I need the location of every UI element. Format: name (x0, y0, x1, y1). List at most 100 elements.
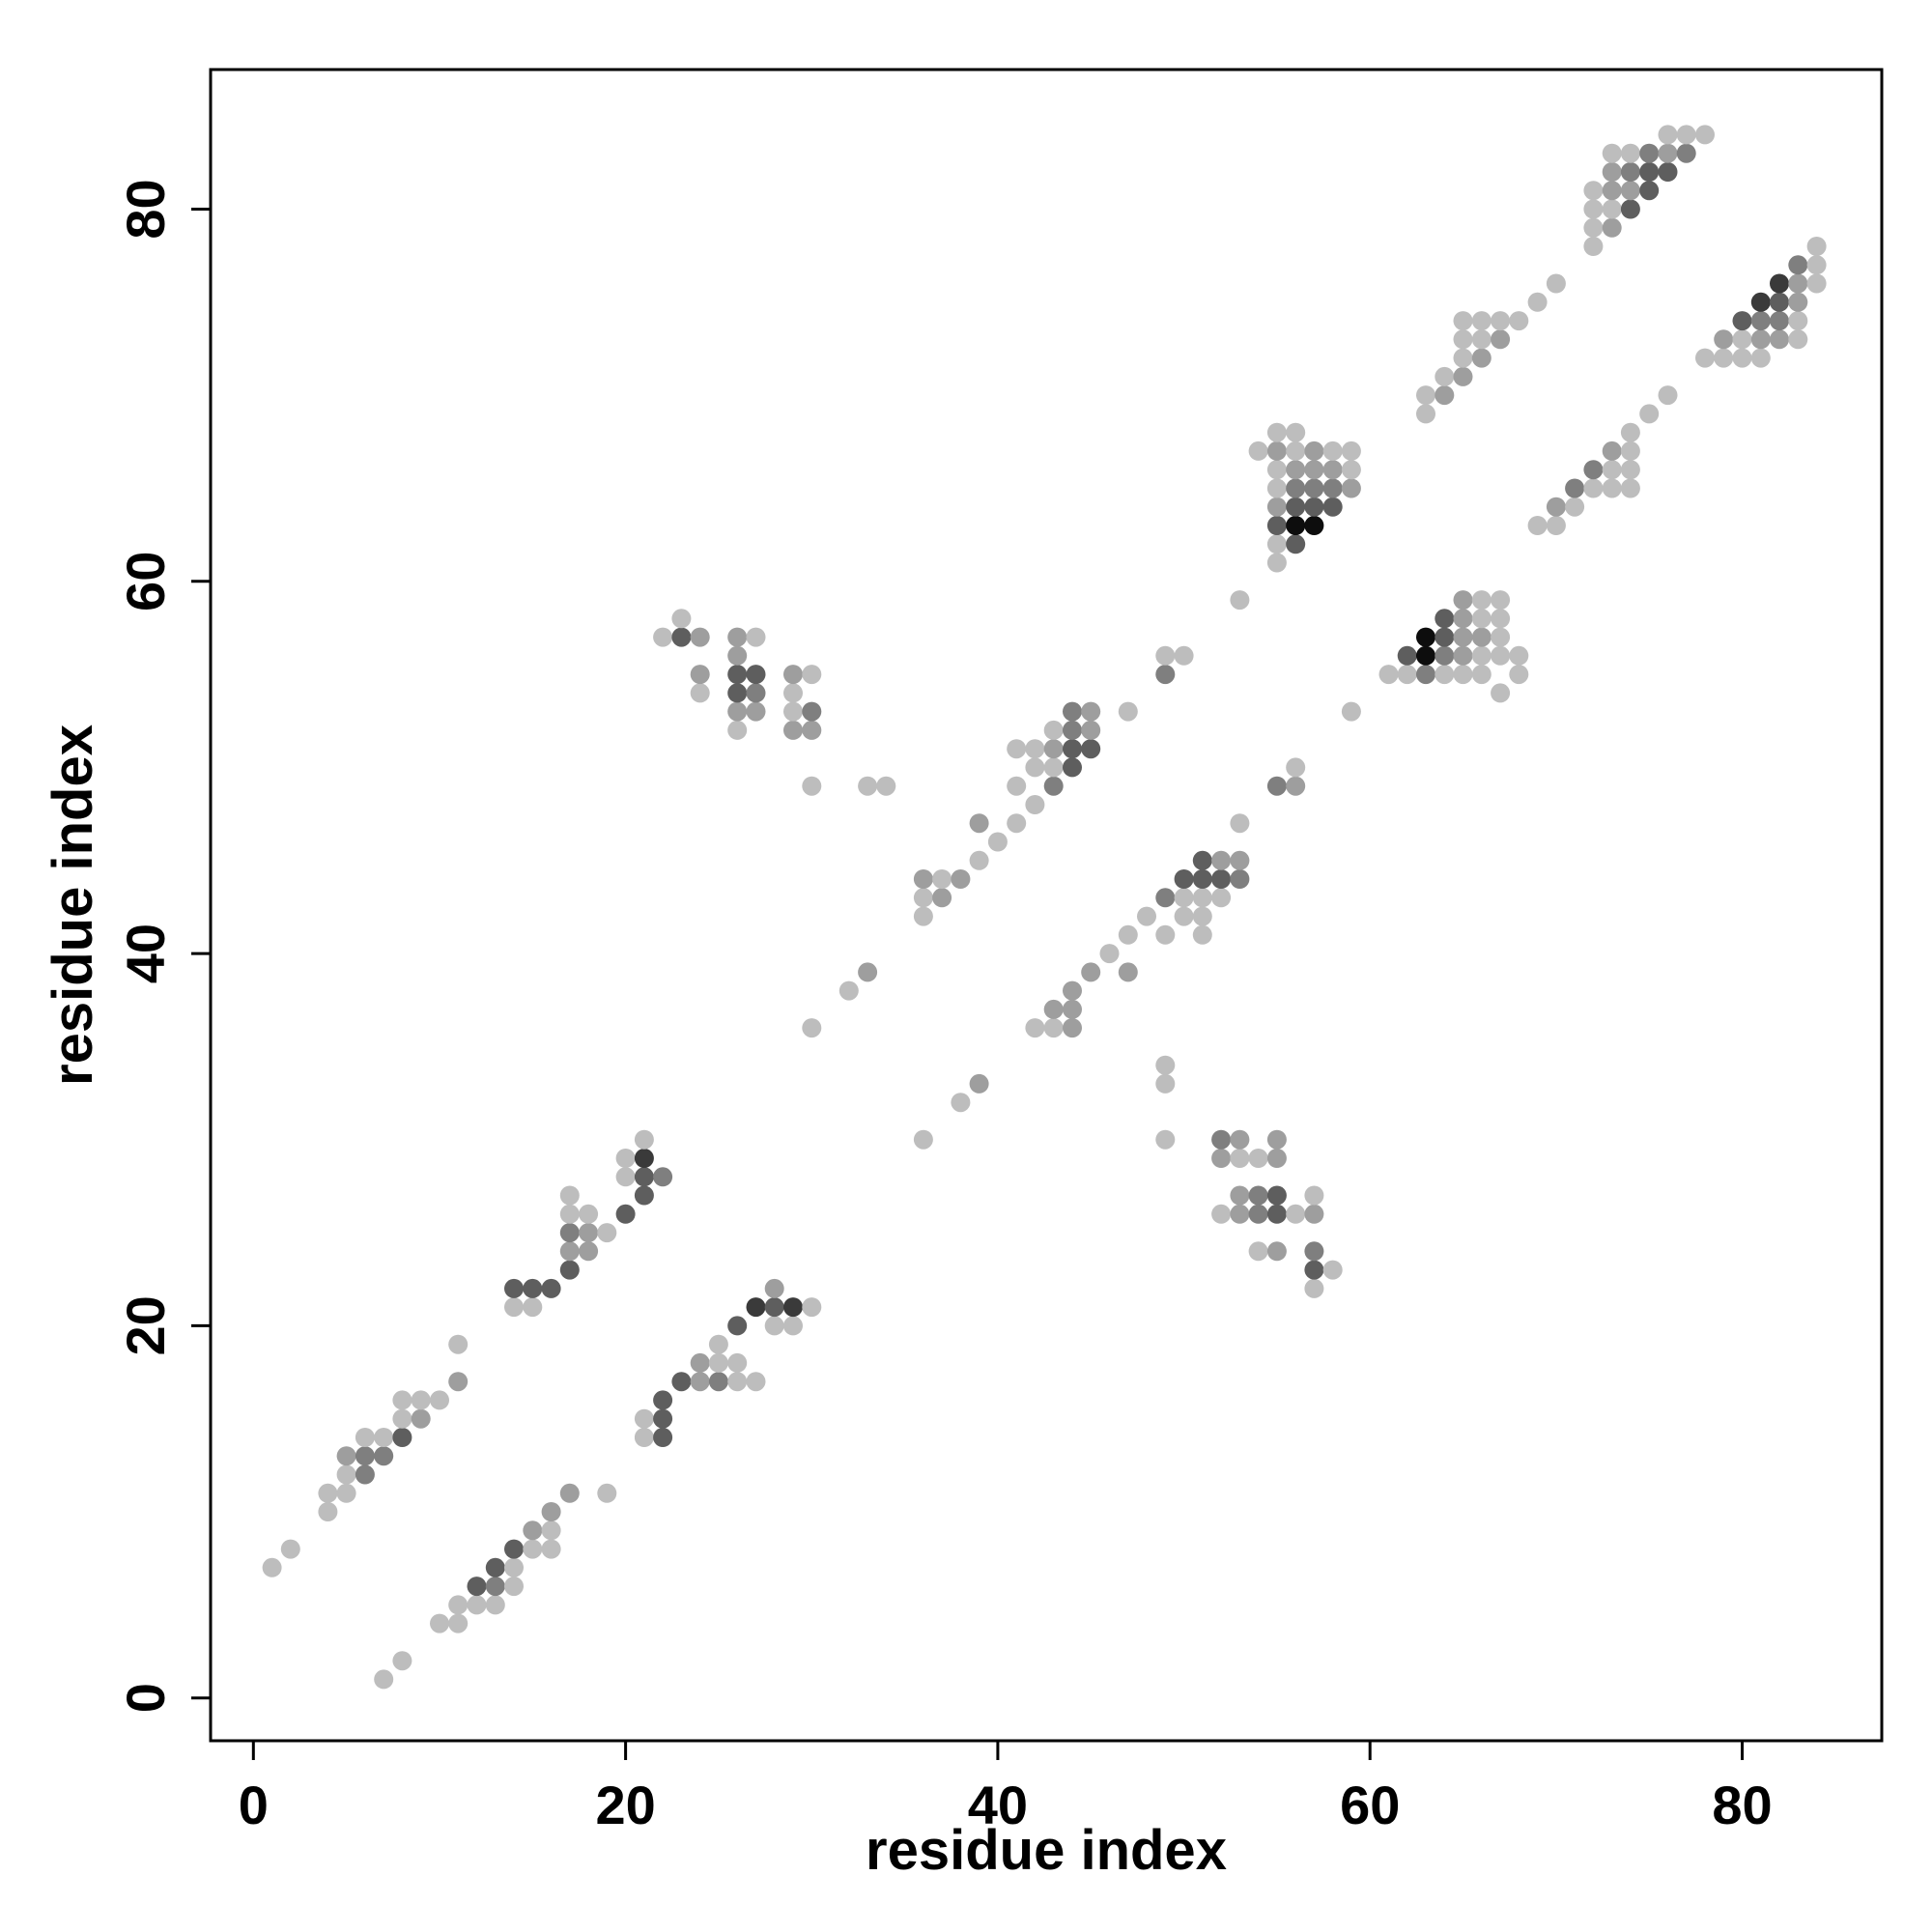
contact-point (262, 1557, 282, 1577)
contact-point (374, 1428, 394, 1447)
contact-point (634, 1428, 654, 1447)
contact-point (1043, 1018, 1064, 1038)
contact-point (1527, 292, 1548, 312)
data-points (262, 125, 1827, 1690)
contact-point (1304, 478, 1324, 498)
contact-point (392, 1651, 412, 1671)
contact-point (913, 869, 933, 889)
contact-point (1435, 366, 1455, 386)
contact-point (1788, 273, 1808, 294)
contact-point (802, 665, 822, 685)
contact-point (1602, 181, 1622, 201)
contact-point (1043, 776, 1064, 796)
contact-point (1174, 888, 1194, 908)
contact-point (541, 1278, 561, 1298)
contact-point (448, 1372, 469, 1392)
contact-point (1155, 1129, 1176, 1150)
contact-point (1714, 329, 1734, 350)
y-axis-title: residue index (42, 724, 104, 1086)
contact-point (1583, 460, 1604, 480)
y-tick-label: 20 (115, 1295, 176, 1355)
contact-point (746, 1372, 766, 1392)
contact-point (913, 1129, 933, 1150)
contact-point (1546, 516, 1566, 535)
contact-point (1491, 609, 1511, 629)
contact-point (1435, 385, 1455, 406)
contact-point (1043, 757, 1064, 778)
contact-point (559, 1483, 580, 1503)
contact-point (1602, 162, 1622, 182)
contact-point (1658, 162, 1678, 182)
contact-point (783, 665, 803, 685)
contact-point (411, 1408, 431, 1429)
contact-point (1416, 385, 1435, 406)
contact-point (1063, 999, 1082, 1019)
contact-point (1583, 217, 1604, 238)
contact-point (932, 869, 952, 889)
x-axis: 0 20 40 60 80 (239, 1741, 1773, 1835)
contact-point (1081, 720, 1101, 740)
x-tick-label: 0 (239, 1775, 269, 1835)
contact-point (1565, 478, 1585, 498)
contact-point (1266, 553, 1287, 573)
contact-point (1192, 869, 1212, 889)
contact-point (504, 1297, 524, 1318)
contact-point (802, 1018, 822, 1038)
contact-point (1192, 906, 1212, 926)
contact-point (1788, 311, 1808, 331)
contact-point (951, 1093, 971, 1113)
contact-point (1806, 273, 1827, 294)
contact-point (1453, 590, 1473, 611)
contact-point (523, 1278, 543, 1298)
contact-point (1192, 888, 1212, 908)
contact-point (1565, 497, 1585, 517)
contact-point (1806, 255, 1827, 275)
contact-point (1491, 627, 1511, 647)
contact-point (1620, 460, 1640, 480)
contact-point (1304, 1204, 1324, 1224)
contact-point (485, 1577, 505, 1597)
contact-point (1491, 590, 1511, 611)
contact-point (653, 1408, 673, 1429)
contact-point (1435, 609, 1455, 629)
contact-point (1583, 478, 1604, 498)
contact-point (634, 1149, 654, 1168)
contact-point (969, 850, 989, 870)
contact-point (690, 1372, 710, 1392)
x-tick-label: 40 (968, 1775, 1028, 1835)
contact-point (653, 1390, 673, 1410)
contact-point (1806, 237, 1827, 256)
contact-point (1732, 329, 1752, 350)
contact-point (1453, 645, 1473, 666)
contact-point (1155, 1055, 1176, 1075)
contact-point (802, 1297, 822, 1318)
contact-point (1788, 329, 1808, 350)
contact-point (1304, 1185, 1324, 1206)
contact-point (1118, 962, 1138, 982)
contact-point (1248, 1185, 1268, 1206)
contact-point (1248, 1241, 1268, 1262)
contact-point (1025, 739, 1045, 759)
contact-point (1658, 143, 1678, 163)
contact-point (355, 1464, 375, 1485)
contact-point (1750, 329, 1771, 350)
contact-point (1192, 850, 1212, 870)
contact-point (1266, 460, 1287, 480)
contact-point (1491, 683, 1511, 703)
contact-point (280, 1539, 300, 1559)
contact-point (1639, 143, 1660, 163)
contact-point (1155, 888, 1176, 908)
contact-point (559, 1260, 580, 1280)
contact-point (1676, 125, 1696, 145)
contact-point (1341, 478, 1361, 498)
contact-point (690, 627, 710, 647)
contact-point (579, 1223, 599, 1243)
contact-point (579, 1241, 599, 1262)
contact-point (430, 1390, 449, 1410)
contact-point (1266, 1149, 1287, 1168)
contact-point (1416, 404, 1435, 424)
contact-point (1491, 311, 1511, 331)
contact-point (1602, 199, 1622, 219)
contact-point (727, 701, 748, 722)
contact-point (336, 1464, 356, 1485)
